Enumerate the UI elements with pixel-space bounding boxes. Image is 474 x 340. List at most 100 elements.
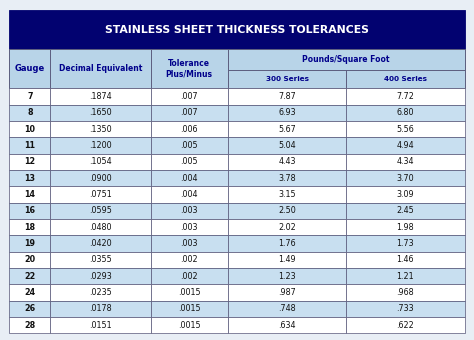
Text: 11: 11 [25,141,36,150]
Bar [346,219,465,235]
Bar [9,219,50,235]
Bar [50,317,151,333]
Bar [151,252,228,268]
Text: .0420: .0420 [89,239,112,248]
Text: .1650: .1650 [89,108,112,117]
Bar [50,219,151,235]
Text: .0015: .0015 [178,304,201,313]
Bar [9,284,50,301]
Bar [228,137,346,154]
Text: 28: 28 [24,321,36,329]
Bar [228,121,346,137]
Bar [346,186,465,203]
Text: Pounds/Square Foot: Pounds/Square Foot [302,55,390,64]
Text: .002: .002 [181,255,198,264]
Bar [9,137,50,154]
Bar [151,88,228,105]
Bar [9,235,50,252]
Text: 5.04: 5.04 [278,141,296,150]
Bar [346,317,465,333]
Bar [228,252,346,268]
Bar [346,284,465,301]
Text: .1874: .1874 [89,92,112,101]
Text: 2.02: 2.02 [278,223,296,232]
Text: .0235: .0235 [89,288,112,297]
Bar [50,137,151,154]
Bar [9,317,50,333]
Text: 3.15: 3.15 [278,190,296,199]
Text: 1.49: 1.49 [278,255,296,264]
Text: 1.46: 1.46 [397,255,414,264]
Bar [346,137,465,154]
Bar [50,186,151,203]
Text: 1.98: 1.98 [397,223,414,232]
Bar [228,186,346,203]
Bar [9,170,50,186]
Text: .0293: .0293 [89,272,112,280]
Text: 1.21: 1.21 [397,272,414,280]
Text: .987: .987 [278,288,296,297]
Bar [228,105,346,121]
Text: .0178: .0178 [89,304,112,313]
Bar [9,49,50,88]
Text: 2.50: 2.50 [278,206,296,215]
Text: .0595: .0595 [89,206,112,215]
Bar [151,219,228,235]
Bar [346,105,465,121]
Bar [50,49,151,88]
Bar [346,170,465,186]
Bar [9,105,50,121]
Text: .0015: .0015 [178,288,201,297]
Text: 12: 12 [24,157,36,166]
Bar [9,49,465,88]
Bar [9,301,50,317]
Bar [151,137,228,154]
Text: 1.23: 1.23 [278,272,296,280]
Bar [228,219,346,235]
Text: 8: 8 [27,108,33,117]
Text: .634: .634 [278,321,296,329]
Bar [228,154,346,170]
Bar [228,268,346,284]
Bar [346,268,465,284]
Text: 10: 10 [25,125,36,134]
Bar [9,268,50,284]
Text: 16: 16 [25,206,36,215]
Bar [50,284,151,301]
Text: .0151: .0151 [89,321,112,329]
Bar [151,235,228,252]
Text: Tolerance
Plus/Minus: Tolerance Plus/Minus [166,59,213,79]
Text: .007: .007 [181,108,198,117]
Text: 22: 22 [24,272,36,280]
Text: 2.45: 2.45 [396,206,414,215]
Text: .0751: .0751 [89,190,112,199]
Text: .1200: .1200 [89,141,112,150]
Bar [151,284,228,301]
Bar [9,252,50,268]
Bar [228,203,346,219]
Bar [50,235,151,252]
Bar [151,203,228,219]
Text: 14: 14 [25,190,36,199]
Text: .733: .733 [397,304,414,313]
Bar [346,88,465,105]
Bar [9,10,465,49]
Bar [228,284,346,301]
Text: .003: .003 [181,206,198,215]
Text: .005: .005 [181,141,198,150]
Bar [346,121,465,137]
Bar [151,170,228,186]
Bar [9,88,50,105]
Text: 13: 13 [25,174,36,183]
Bar [9,121,50,137]
Bar [50,121,151,137]
Text: 6.80: 6.80 [397,108,414,117]
Text: .1054: .1054 [89,157,112,166]
Text: 5.67: 5.67 [278,125,296,134]
Text: 5.56: 5.56 [396,125,414,134]
Text: .004: .004 [181,190,198,199]
Bar [346,70,465,88]
Bar [228,317,346,333]
Text: 1.76: 1.76 [278,239,296,248]
Bar [9,203,50,219]
